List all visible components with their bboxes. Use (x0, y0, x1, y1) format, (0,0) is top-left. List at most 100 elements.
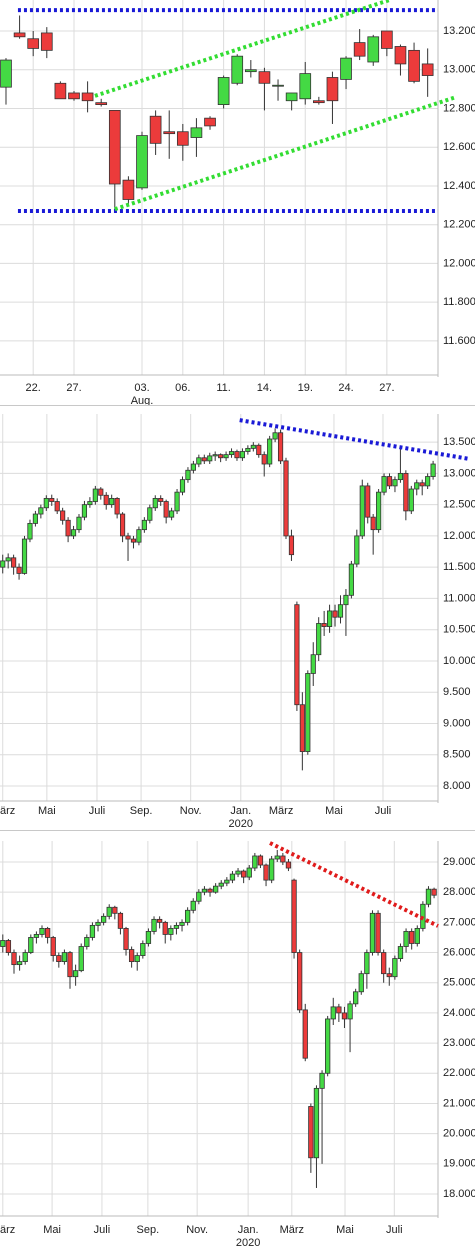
candle-body (152, 498, 158, 509)
candle-body (11, 952, 17, 966)
candle-body (32, 513, 38, 524)
candle-body (269, 858, 275, 881)
candle-body (70, 529, 77, 537)
candle-body (336, 1006, 342, 1014)
y-tick-label: 12.500 (443, 499, 475, 511)
candle-body (231, 55, 244, 84)
candle-body (16, 961, 23, 966)
candle-body (353, 991, 359, 1005)
y-tick-label: 11.600 (443, 335, 475, 347)
candle-body (235, 870, 241, 875)
candle-body (100, 915, 107, 923)
candle-body (392, 479, 398, 487)
candle-body (27, 38, 40, 49)
x-tick-label: 14. (257, 382, 272, 394)
candle-body (98, 488, 104, 496)
candle-body (353, 42, 366, 57)
candle-body (81, 504, 88, 518)
candle-body (114, 498, 120, 515)
candle-body (367, 36, 380, 63)
candle-body (5, 557, 11, 562)
candle-body (134, 955, 140, 963)
candle-body (316, 623, 322, 656)
y-tick-label: 12.200 (443, 219, 475, 231)
candle-body (313, 100, 325, 104)
candle-body (246, 867, 252, 878)
candle-body (179, 921, 185, 926)
candle-body (207, 888, 213, 893)
candle-body (106, 906, 112, 917)
candle-body (185, 469, 191, 481)
x-tick-label: Nov. (180, 805, 202, 817)
candle-body (56, 955, 62, 963)
candle-body (272, 84, 284, 87)
y-tick-label: 10.500 (443, 624, 475, 636)
candle-body (0, 940, 6, 947)
y-tick-label: 26.000 (443, 946, 475, 958)
candle-body (22, 952, 28, 963)
candle-body (103, 494, 109, 506)
candle-body (431, 888, 437, 896)
candle-body (95, 921, 101, 926)
candle-body (229, 873, 236, 881)
candle-body (87, 501, 93, 506)
candle-body (425, 476, 431, 487)
candle-body (252, 855, 258, 869)
candle-body (267, 438, 273, 465)
candle-body (151, 918, 157, 932)
candle-body (174, 491, 180, 512)
candle-body (49, 498, 55, 502)
candle-body (348, 563, 354, 596)
y-tick-label: 23.000 (443, 1037, 475, 1049)
candle-body (92, 488, 98, 502)
y-tick-label: 11.500 (443, 561, 475, 573)
candle-body (256, 444, 262, 456)
candle-body (337, 604, 344, 618)
candle-body (136, 529, 142, 543)
candle-body (343, 594, 349, 606)
candle-body (341, 1012, 348, 1020)
candle-body (179, 479, 186, 493)
candle-body (173, 924, 180, 929)
candle-body (190, 900, 196, 911)
candle-body (288, 535, 295, 556)
candle-body (302, 1009, 308, 1059)
x-tick-label: 19. (298, 382, 313, 394)
candle-body (313, 1087, 320, 1159)
candle-body (421, 63, 434, 76)
candle-body (76, 516, 82, 531)
candle-body (392, 958, 398, 978)
candle-body (365, 485, 371, 518)
candle-body (43, 498, 49, 509)
candle-body (403, 931, 409, 947)
candle-body (84, 937, 90, 947)
candle-body (112, 906, 118, 914)
candle-body (291, 879, 297, 953)
y-tick-label: 8.000 (443, 780, 471, 792)
x-tick-label: Mai (43, 1224, 61, 1236)
candle-body (156, 918, 163, 923)
y-tick-label: 21.000 (443, 1097, 475, 1109)
candle-body (223, 454, 229, 459)
candle-body (241, 870, 247, 878)
x-tick-label: 06. (175, 382, 190, 394)
candle-body (72, 970, 79, 978)
y-tick-label: 12.400 (443, 180, 475, 192)
candle-body (263, 864, 269, 881)
candle-body (414, 928, 420, 944)
y-tick-label: 13.000 (443, 64, 475, 76)
candle-body (228, 451, 235, 456)
candle-body (330, 1006, 336, 1020)
candle-body (190, 127, 203, 138)
candle-body (258, 71, 271, 84)
candle-body (54, 82, 67, 100)
candle-body (158, 498, 164, 502)
candle-body (11, 557, 17, 568)
candle-body (33, 934, 40, 938)
candle-body (299, 704, 305, 753)
candle-body (408, 488, 414, 512)
candle-body (408, 49, 420, 82)
candle-body (364, 952, 370, 975)
x-secondary-label: Aug. (131, 395, 154, 405)
candle-body (119, 513, 126, 537)
